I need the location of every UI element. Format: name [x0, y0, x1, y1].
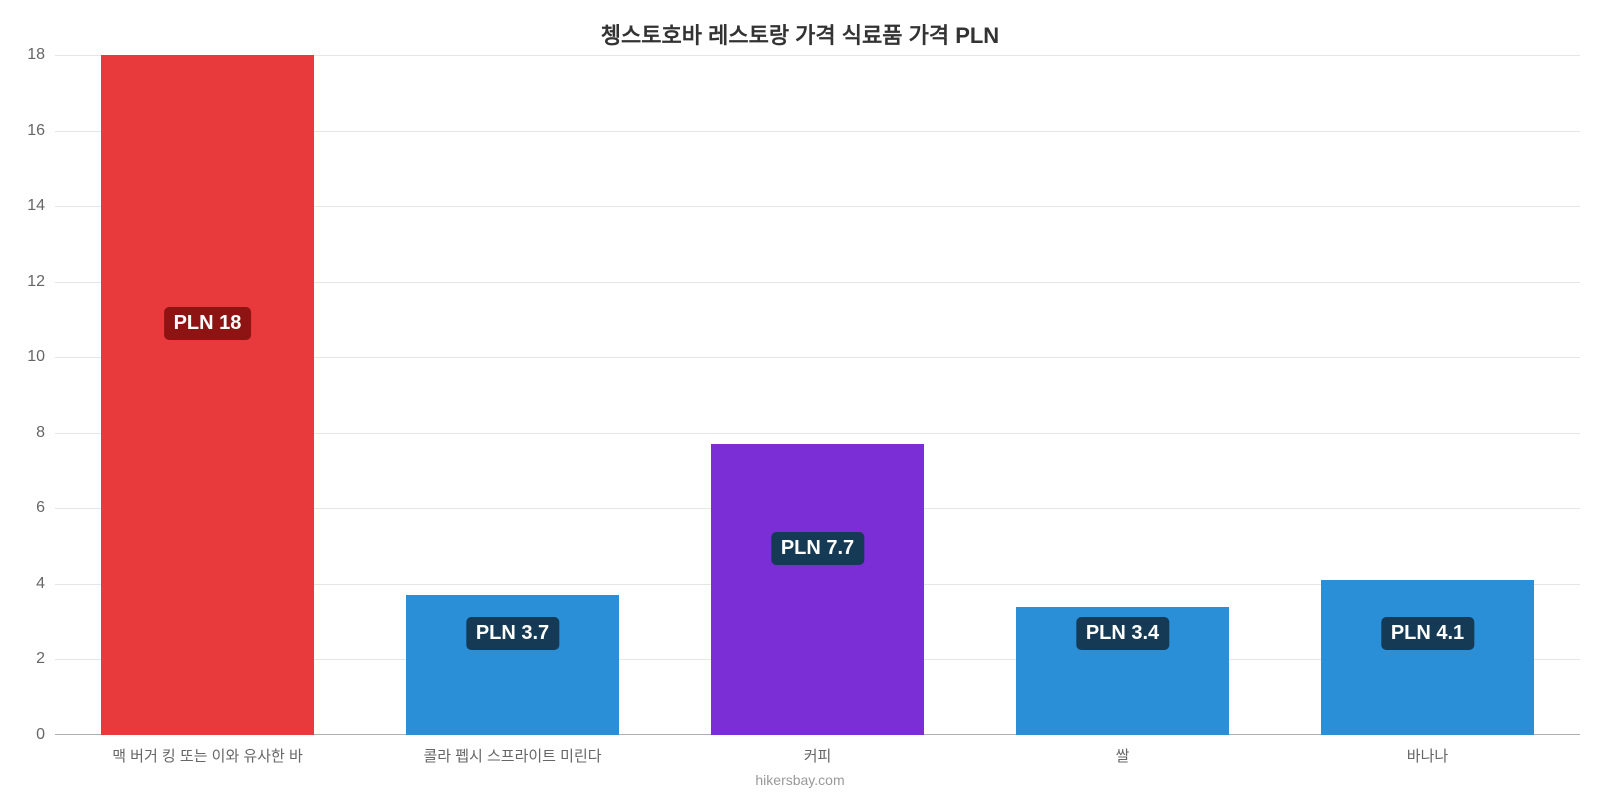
chart-title: 쳉스토호바 레스토랑 가격 식료품 가격 PLN: [0, 18, 1600, 50]
value-badge: PLN 18: [164, 307, 252, 340]
x-tick-label: 콜라 펩시 스프라이트 미린다: [423, 745, 601, 766]
y-tick-label: 4: [36, 575, 45, 593]
y-tick-label: 0: [36, 726, 45, 744]
y-tick-label: 6: [36, 499, 45, 517]
y-tick-label: 2: [36, 650, 45, 668]
x-tick-label: 맥 버거 킹 또는 이와 유사한 바: [112, 745, 303, 766]
y-tick-label: 18: [27, 46, 45, 64]
y-tick-label: 16: [27, 122, 45, 140]
x-tick-label: 쌀: [1116, 745, 1130, 766]
bar: [711, 444, 925, 735]
y-tick-label: 10: [27, 348, 45, 366]
plot-area: 024681012141618맥 버거 킹 또는 이와 유사한 바PLN 18콜…: [55, 55, 1580, 735]
attribution-text: hikersbay.com: [0, 772, 1600, 788]
y-tick-label: 14: [27, 197, 45, 215]
y-tick-label: 12: [27, 273, 45, 291]
bar: [1321, 580, 1535, 735]
value-badge: PLN 4.1: [1381, 617, 1474, 650]
x-tick-label: 커피: [804, 745, 832, 766]
value-badge: PLN 3.4: [1076, 617, 1169, 650]
x-tick-label: 바나나: [1407, 745, 1448, 766]
bar: [101, 55, 315, 735]
value-badge: PLN 7.7: [771, 532, 864, 565]
value-badge: PLN 3.7: [466, 617, 559, 650]
y-tick-label: 8: [36, 424, 45, 442]
